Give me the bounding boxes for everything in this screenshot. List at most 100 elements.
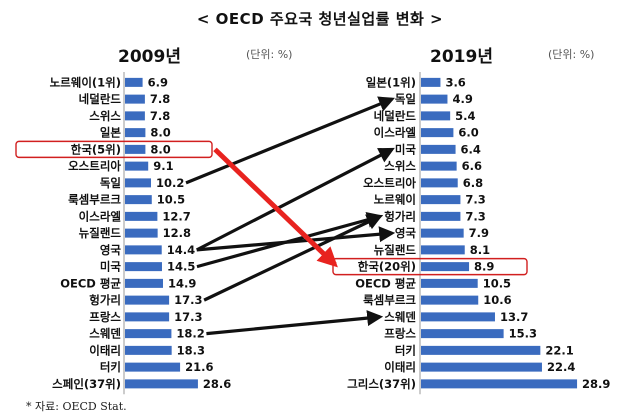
right-value-label: 7.3: [465, 209, 485, 223]
left-category-label: 네덜란드: [79, 92, 122, 106]
right-bar: [421, 345, 541, 355]
left-bar: [125, 195, 152, 205]
left-value-label: 8.0: [150, 142, 170, 156]
left-bar: [125, 144, 146, 154]
left-category-label: 룩셈부르크: [68, 193, 121, 207]
left-category-label: 프랑스: [89, 310, 121, 324]
right-category-label: 영국: [395, 226, 417, 240]
right-value-label: 22.4: [547, 360, 575, 374]
right-category-label: 룩셈부르크: [363, 293, 416, 307]
korea-rank-arrow: [213, 147, 338, 268]
right-value-label: 6.0: [458, 126, 478, 140]
left-bar: [125, 379, 198, 389]
rank-change-arrow: [203, 214, 383, 302]
chart-main-title: < OECD 주요국 청년실업률 변화 >: [196, 10, 444, 28]
right-bar: [421, 77, 441, 87]
rank-change-arrow: [195, 147, 395, 252]
left-value-label: 14.9: [168, 276, 196, 290]
right-bar: [421, 144, 456, 154]
left-bar: [125, 161, 149, 171]
right-category-label: 터키: [395, 343, 416, 357]
left-bar: [125, 94, 145, 104]
rank-change-arrow: [185, 96, 395, 185]
left-value-label: 14.5: [167, 260, 195, 274]
right-value-label: 10.5: [483, 276, 511, 290]
left-value-label: 17.3: [174, 293, 202, 307]
left-value-label: 12.8: [163, 226, 191, 240]
right-bar: [421, 111, 451, 121]
right-value-label: 7.3: [465, 193, 485, 207]
left-bar: [125, 128, 146, 138]
left-bar: [125, 178, 152, 188]
right-bar: [421, 128, 454, 138]
left-value-label: 18.2: [176, 327, 204, 341]
right-value-label: 7.9: [469, 226, 489, 240]
left-bar: [125, 245, 162, 255]
left-value-label: 6.9: [148, 75, 168, 89]
right-value-label: 6.6: [462, 159, 482, 173]
right-value-label: 10.6: [483, 293, 511, 307]
rank-change-arrow: [196, 226, 396, 252]
left-value-label: 7.8: [150, 109, 170, 123]
left-bar: [125, 329, 172, 339]
right-bar: [421, 245, 465, 255]
left-category-label: 헝가리: [89, 293, 121, 307]
left-category-label: 미국: [100, 260, 122, 274]
left-value-label: 10.5: [157, 193, 185, 207]
right-value-label: 15.3: [509, 327, 537, 341]
left-bar: [125, 362, 181, 372]
right-category-label: 독일: [395, 92, 416, 106]
left-bar: [125, 295, 170, 305]
right-category-label: OECD 평균: [355, 276, 416, 290]
left-category-label: 노르웨이(1위): [50, 75, 121, 89]
right-category-label: 그리스(37위): [347, 377, 416, 391]
right-category-label: 프랑스: [384, 327, 416, 341]
right-category-label: 헝가리: [384, 209, 416, 223]
right-category-label: 미국: [395, 142, 417, 156]
left-value-label: 8.0: [150, 126, 170, 140]
left-bar: [125, 312, 170, 322]
left-bars: 노르웨이(1위) 6.9 네덜란드 7.8 스위스 7.8 일본 8.0 한국(5위) 8.0 오스…: [15, 72, 231, 395]
right-bar: [421, 94, 448, 104]
left-category-label: 뉴질랜드: [79, 226, 122, 240]
right-bar: [421, 379, 578, 389]
right-value-label: 8.1: [470, 243, 490, 257]
left-bar: [125, 345, 172, 355]
right-category-label: 뉴질랜드: [374, 243, 417, 257]
source-note: * 자료: OECD Stat.: [26, 400, 127, 413]
left-bar: [125, 111, 145, 121]
left-category-label: 스페인(37위): [52, 377, 121, 391]
right-bar: [421, 278, 478, 288]
left-value-label: 21.6: [185, 360, 213, 374]
right-panel-title: 2019년: [430, 47, 493, 67]
left-panel-title: 2009년: [118, 47, 181, 67]
left-bar: [125, 228, 158, 238]
left-category-label: 독일: [100, 176, 121, 190]
left-value-label: 7.8: [150, 92, 170, 106]
right-bar: [421, 161, 457, 171]
right-panel-unit: (단위: %): [548, 48, 595, 61]
right-category-label: 오스트리아: [363, 176, 416, 190]
left-value-label: 17.3: [174, 310, 202, 324]
rank-change-arrow: [206, 310, 384, 336]
left-bar: [125, 278, 163, 288]
right-value-label: 3.6: [445, 75, 465, 89]
left-value-label: 18.3: [177, 343, 205, 357]
right-value-label: 13.7: [500, 310, 528, 324]
left-category-label: OECD 평균: [60, 276, 121, 290]
right-category-label: 일본(1위): [366, 75, 416, 89]
right-value-label: 4.9: [452, 92, 472, 106]
right-category-label: 스웨덴: [384, 310, 416, 324]
right-bar: [421, 262, 470, 272]
left-category-label: 오스트리아: [68, 159, 121, 173]
right-bar: [421, 312, 495, 322]
left-category-label: 한국(5위): [71, 142, 121, 156]
right-category-label: 노르웨이: [374, 193, 416, 207]
right-value-label: 6.8: [463, 176, 483, 190]
left-bar: [125, 77, 143, 87]
left-highlight-box: [15, 140, 213, 159]
right-category-label: 이스라엘: [374, 126, 416, 140]
left-category-label: 스위스: [89, 109, 121, 123]
